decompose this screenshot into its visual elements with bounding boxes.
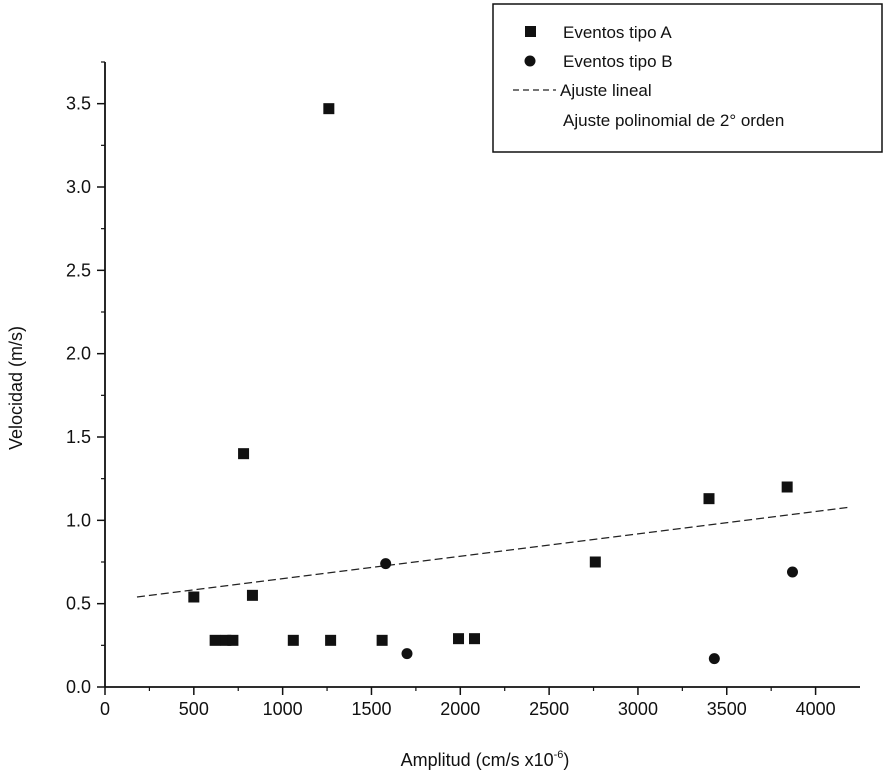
point-series-b [708, 653, 720, 665]
point-series-a [376, 634, 388, 646]
x-axis-title: Amplitud (cm/s x10-6) [401, 749, 570, 770]
point-series-a [238, 448, 250, 460]
y-tick-label: 3.5 [66, 94, 91, 114]
legend-label-linear-fit: Ajuste lineal [560, 81, 652, 100]
point-series-a [287, 634, 299, 646]
x-tick-label: 3500 [707, 699, 747, 719]
point-series-a [325, 634, 337, 646]
x-tick-label: 1000 [263, 699, 303, 719]
point-series-a [246, 589, 258, 601]
point-series-a [453, 633, 465, 645]
x-tick-label: 1500 [351, 699, 391, 719]
x-tick-label: 2500 [529, 699, 569, 719]
point-series-a [323, 103, 335, 115]
legend-label-series-b: Eventos tipo B [563, 52, 673, 71]
x-tick-label: 0 [100, 699, 110, 719]
point-series-a [188, 591, 200, 603]
y-ticks: 0.0 0.5 1.0 1.5 2.0 2.5 3.0 3.5 [66, 61, 105, 697]
x-tick-label: 4000 [796, 699, 836, 719]
x-tick-label: 3000 [618, 699, 658, 719]
x-tick-label: 2000 [440, 699, 480, 719]
y-tick-label: 0.5 [66, 594, 91, 614]
y-tick-label: 2.5 [66, 260, 91, 280]
y-axis-title: Velocidad (m/s) [6, 326, 26, 450]
point-series-a [220, 634, 232, 646]
fit-lines [136, 506, 852, 598]
point-series-b [380, 558, 392, 570]
point-series-a [209, 634, 221, 646]
linear-fit-line [136, 506, 852, 598]
point-series-a [589, 556, 601, 568]
plot-area: 0 500 1000 1500 2000 2500 3000 3500 4000 0.0 0.5 1… [66, 61, 860, 719]
data-markers [188, 103, 798, 665]
point-series-a [703, 493, 715, 505]
legend-marker-circle [524, 55, 536, 67]
x-tick-label: 500 [179, 699, 209, 719]
point-series-a [781, 481, 793, 493]
legend-label-poly-fit: Ajuste polinomial de 2° orden [563, 111, 784, 130]
legend-box [492, 3, 883, 153]
y-tick-label: 1.0 [66, 510, 91, 530]
point-series-a [227, 634, 239, 646]
point-series-b [786, 566, 798, 578]
legend-marker-square [525, 26, 536, 37]
legend: Eventos tipo A Eventos tipo B Ajuste lin… [492, 3, 883, 153]
legend-label-series-a: Eventos tipo A [563, 23, 672, 42]
point-series-b [401, 648, 413, 660]
y-tick-label: 0.0 [66, 677, 91, 697]
x-ticks: 0 500 1000 1500 2000 2500 3000 3500 4000 [100, 687, 836, 719]
y-tick-label: 3.0 [66, 177, 91, 197]
y-tick-label: 1.5 [66, 427, 91, 447]
point-series-a [469, 633, 481, 645]
y-tick-label: 2.0 [66, 344, 91, 364]
